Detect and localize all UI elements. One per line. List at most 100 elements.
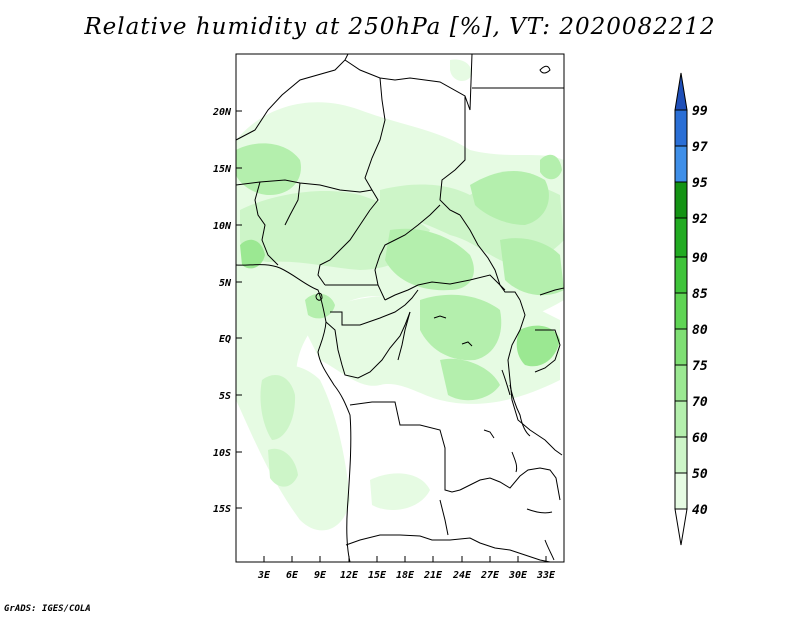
colorbar-label: 85 (692, 287, 708, 302)
map-frame (235, 53, 565, 563)
humidity-patch (385, 228, 474, 291)
colorbar-label: 50 (692, 467, 708, 482)
lon-label: 15E (368, 570, 387, 581)
humidity-patch (268, 448, 298, 487)
colorbar-segment (674, 328, 688, 366)
lon-label: 9E (314, 570, 327, 581)
lon-label: 30E (508, 570, 528, 581)
lat-label: 15S (213, 504, 231, 515)
lake (509, 384, 531, 437)
colorbar-segment (674, 364, 688, 402)
humidity-patch (236, 143, 301, 195)
colorbar-segment (674, 400, 688, 438)
lon-label: 27E (480, 570, 500, 581)
border (459, 214, 521, 301)
border (534, 329, 561, 373)
colorbar-top-triangle (674, 72, 688, 111)
lat-labels: 20N 15N 10N 5N EQ 5S 10S 15S (212, 107, 232, 515)
lon-label: 21E (423, 570, 443, 581)
humidity-patch (440, 358, 500, 401)
border (364, 77, 386, 211)
humidity-patch (260, 375, 296, 440)
colorbar-label: 60 (692, 431, 708, 446)
border (439, 499, 449, 536)
lake (511, 451, 518, 473)
lon-label: 3E (257, 570, 271, 581)
colorbar-label: 90 (692, 251, 708, 266)
humidity-patch (540, 154, 562, 180)
lon-label: 12E (340, 570, 359, 581)
lon-labels: 3E 6E 9E 12E 15E 18E 21E 24E 27E 30E 33E (257, 570, 556, 581)
colorbar-segment (674, 472, 688, 510)
border (254, 181, 279, 266)
colorbar-label: 97 (692, 140, 708, 155)
coastline-west (236, 264, 352, 562)
river (397, 311, 411, 361)
colorbar-segment (674, 181, 688, 219)
colorbar-segment (674, 145, 688, 183)
border (344, 54, 473, 111)
lon-label: 33E (536, 570, 556, 581)
colorbar (674, 72, 688, 546)
border (374, 204, 441, 301)
humidity-patch (305, 293, 335, 319)
country-borders (236, 54, 564, 562)
lat-label: 10N (213, 221, 232, 232)
humidity-patch (420, 294, 502, 361)
colorbar-label: 40 (692, 503, 708, 518)
credit-text: GrADS: IGES/COLA (4, 604, 91, 614)
lake (501, 369, 511, 396)
lon-label: 6E (286, 570, 299, 581)
lat-label: 20N (212, 107, 232, 118)
lake (461, 341, 473, 347)
colorbar-segment (674, 292, 688, 330)
island (539, 65, 551, 74)
border (459, 467, 561, 501)
colorbar-bottom-triangle (674, 508, 688, 546)
colorbar-label: 95 (692, 176, 708, 191)
colorbar-labels: 40 50 60 70 75 80 85 90 92 95 97 99 (692, 104, 708, 518)
humidity-patch (370, 473, 430, 510)
border (539, 287, 564, 296)
axis-ticks (236, 110, 547, 562)
border (317, 209, 371, 286)
humidity-patch (516, 325, 560, 367)
chart-title: Relative humidity at 250hPa [%], VT: 202… (84, 14, 716, 40)
lon-label: 24E (452, 570, 472, 581)
border (330, 289, 419, 326)
lon-label: 18E (396, 570, 415, 581)
lat-label: 10S (213, 448, 231, 459)
humidity-patch (470, 170, 549, 225)
humidity-patch (240, 239, 265, 269)
border (349, 401, 461, 493)
humidity-field (236, 59, 564, 531)
colorbar-segment (674, 436, 688, 474)
lake (433, 315, 447, 319)
humidity-patch (450, 59, 472, 82)
border (236, 54, 349, 141)
colorbar-segment (674, 256, 688, 294)
lat-label: 5N (219, 278, 232, 289)
border (236, 179, 373, 193)
lake (526, 508, 553, 514)
border (439, 96, 466, 216)
border (384, 274, 506, 301)
colorbar-label: 80 (692, 323, 708, 338)
lake (483, 429, 495, 439)
humidity-patch (500, 238, 564, 296)
border (325, 311, 411, 379)
lat-label: 15N (213, 164, 232, 175)
colorbar-segment (674, 217, 688, 258)
colorbar-label: 92 (692, 212, 708, 227)
border (284, 182, 301, 226)
lat-label: 5S (219, 391, 231, 402)
island (315, 292, 323, 301)
lat-label: EQ (219, 334, 231, 345)
colorbar-label: 70 (692, 395, 708, 410)
colorbar-label: 99 (692, 104, 708, 119)
colorbar-label: 75 (692, 359, 708, 374)
lake (544, 539, 555, 561)
colorbar-segment (674, 109, 688, 147)
border (345, 534, 551, 562)
